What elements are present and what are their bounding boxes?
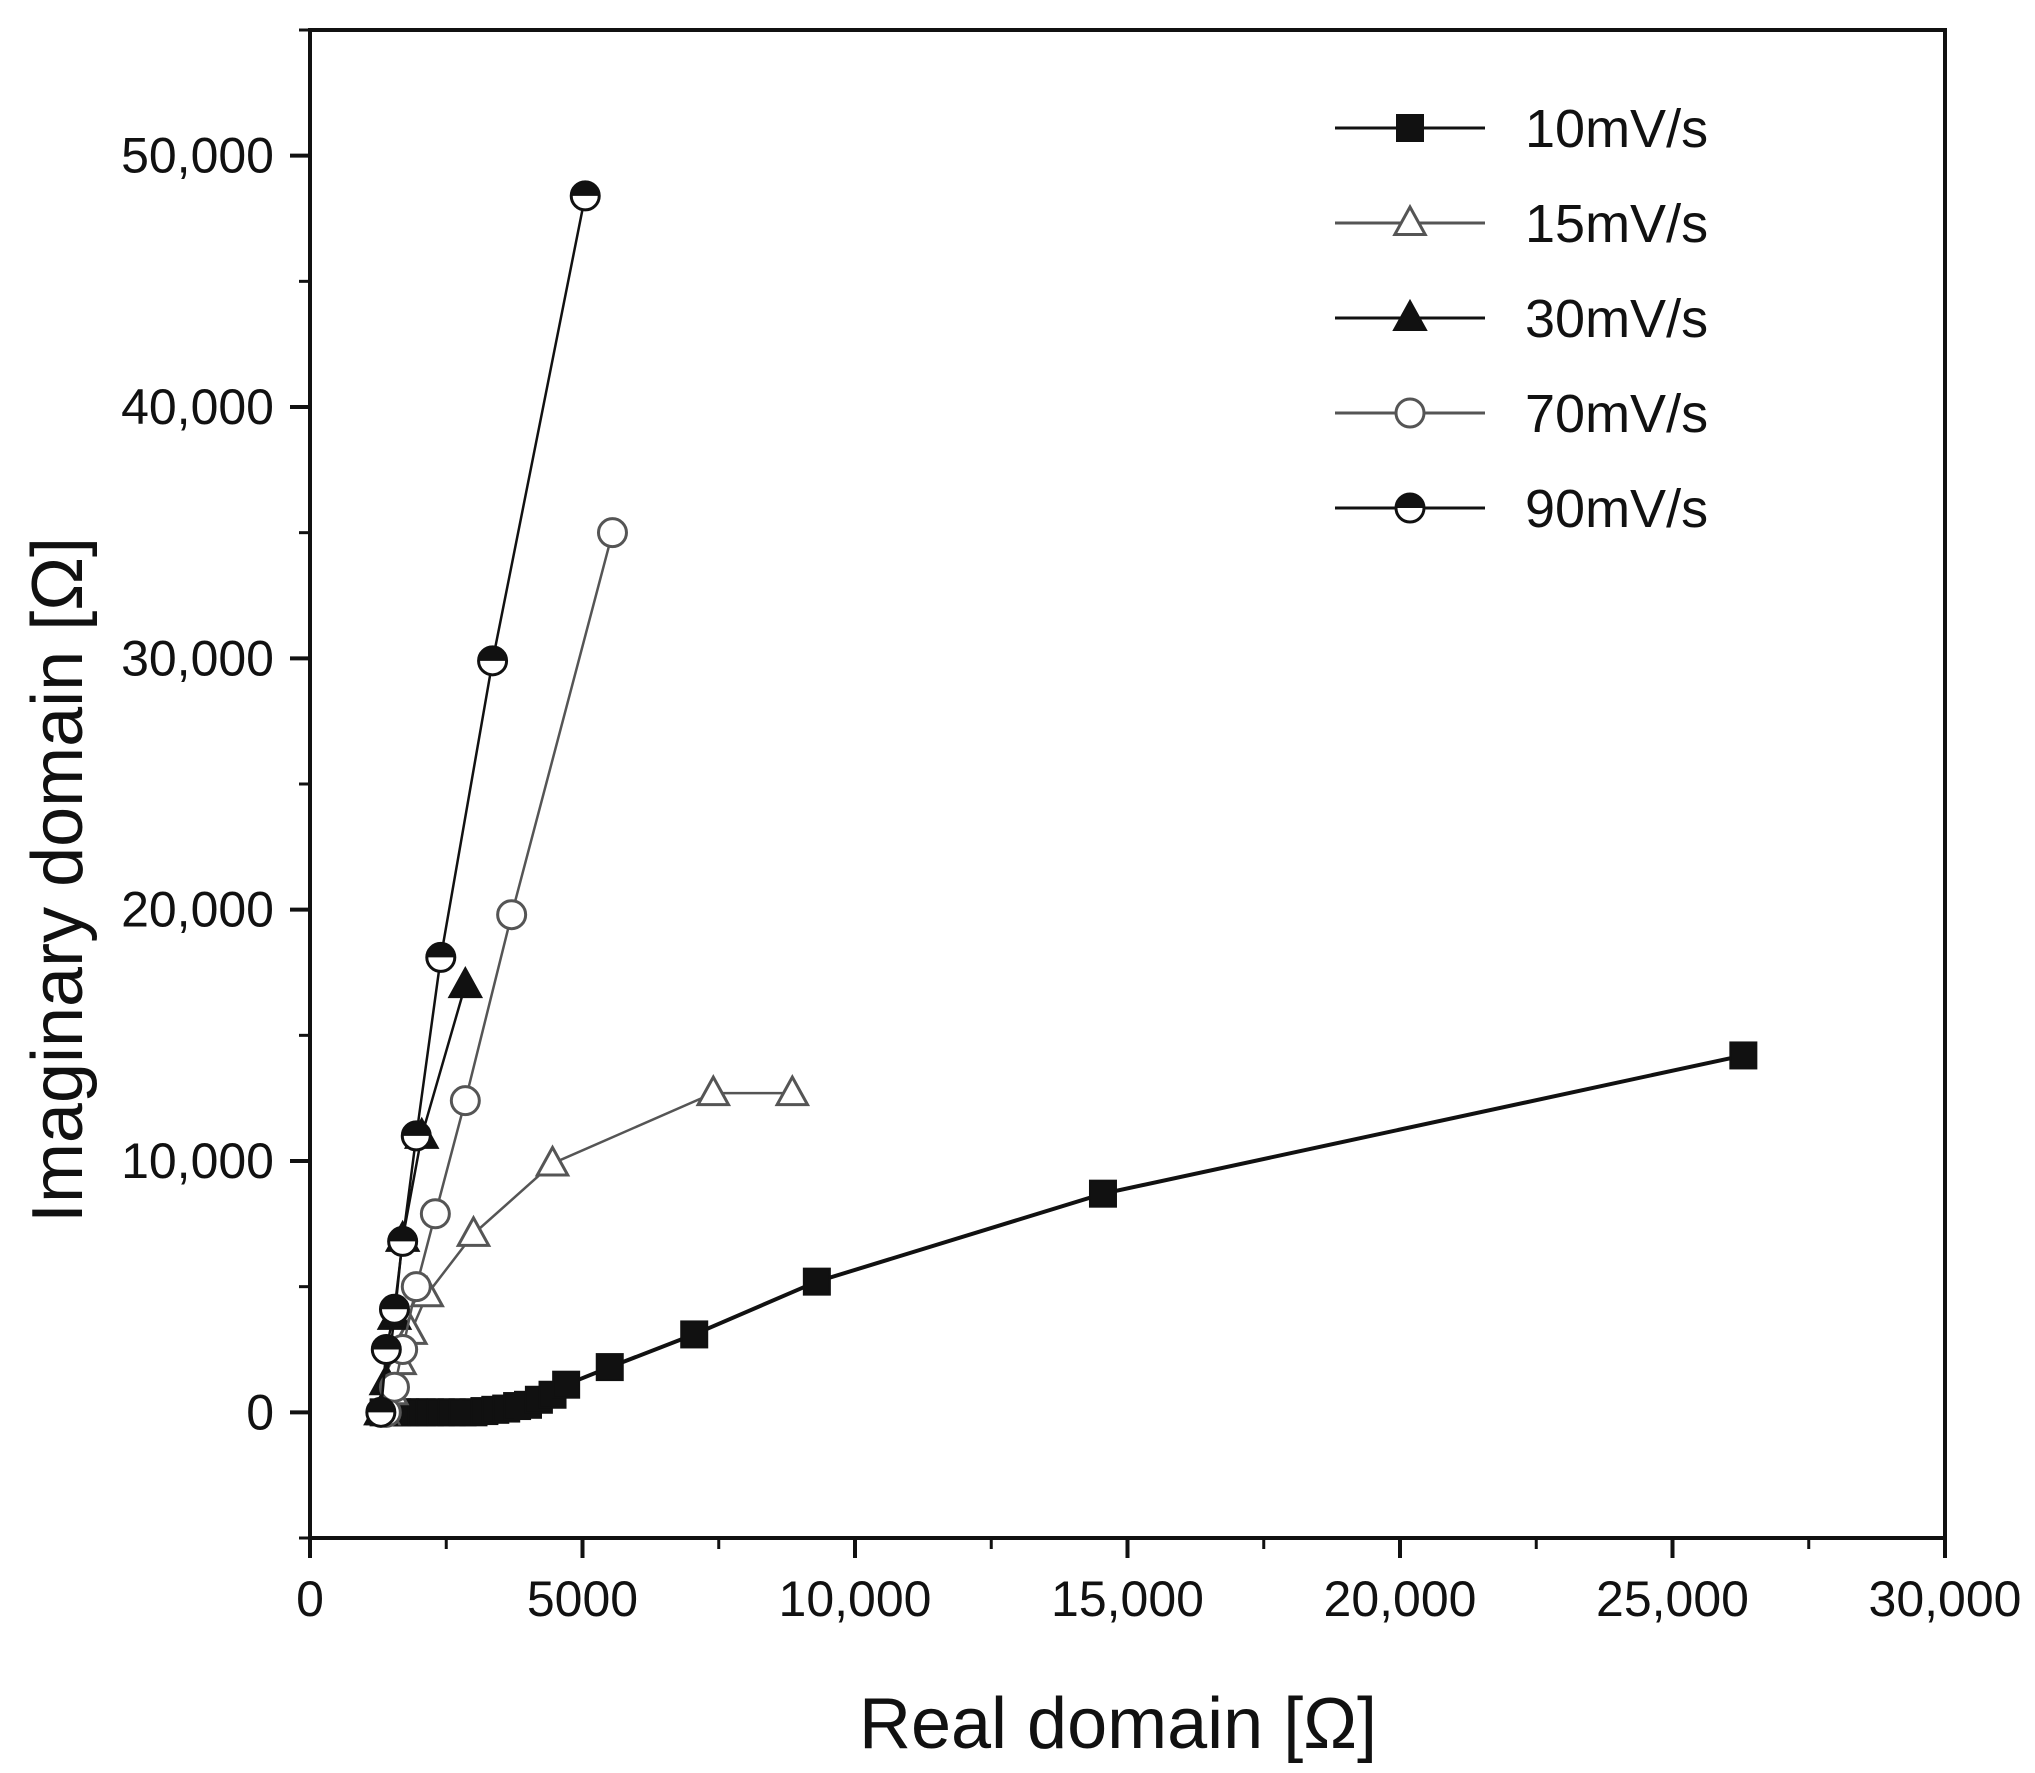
data-point — [1088, 1179, 1117, 1208]
data-point — [419, 1198, 451, 1230]
x-tick-label: 30,000 — [1869, 1571, 2022, 1627]
series-line — [383, 1053, 1744, 1415]
x-tick-label: 0 — [296, 1571, 324, 1627]
x-tick-label: 15,000 — [1051, 1571, 1204, 1627]
legend-label: 70mV/s — [1525, 384, 1708, 444]
x-axis-title: Real domain [Ω] — [859, 1684, 1377, 1764]
marker-top-half — [372, 1335, 401, 1350]
legend-label: 90mV/s — [1525, 479, 1708, 539]
data-point — [400, 1271, 432, 1303]
legend-label: 15mV/s — [1525, 194, 1708, 254]
data-point — [680, 1320, 709, 1349]
legend-label: 30mV/s — [1525, 289, 1708, 349]
y-axis-title: Imaginary domain [Ω] — [18, 537, 98, 1223]
legend-item: 30mV/s — [1335, 289, 1708, 349]
data-point — [774, 1074, 811, 1107]
legend-marker — [1396, 114, 1424, 142]
data-point — [370, 1334, 402, 1365]
data-point — [449, 1085, 481, 1117]
data-point — [400, 1120, 432, 1152]
data-point — [569, 180, 601, 212]
data-point — [387, 1225, 419, 1257]
legend-item: 10mV/s — [1335, 99, 1708, 159]
data-point — [378, 1293, 410, 1325]
x-tick-label: 20,000 — [1324, 1571, 1477, 1627]
marker-top-half — [380, 1295, 409, 1310]
data-point — [534, 1144, 571, 1177]
marker-top-half — [478, 646, 507, 661]
x-tick-label: 10,000 — [779, 1571, 932, 1627]
legend-item: 70mV/s — [1335, 384, 1708, 444]
data-point — [596, 517, 628, 549]
series-layer — [363, 180, 1758, 1428]
marker-top-half — [366, 1398, 395, 1413]
x-tick-label: 25,000 — [1596, 1571, 1749, 1627]
legend-marker — [1394, 397, 1426, 429]
data-point — [477, 645, 509, 677]
y-tick-label: 50,000 — [121, 128, 274, 184]
series-10mV/s — [369, 1041, 1758, 1427]
data-point — [552, 1370, 581, 1399]
data-point — [595, 1353, 624, 1382]
series-70mV/s — [370, 517, 628, 1428]
y-tick-label: 30,000 — [121, 630, 274, 686]
y-tick-label: 0 — [246, 1384, 274, 1440]
y-tick-label: 40,000 — [121, 379, 274, 435]
data-point — [447, 965, 484, 999]
series-line — [382, 1091, 793, 1413]
legend-marker — [1392, 203, 1428, 237]
series-90mV/s — [365, 180, 601, 1428]
marker-top-half — [571, 181, 600, 196]
legend-item: 15mV/s — [1335, 194, 1708, 254]
data-point — [496, 899, 528, 931]
data-point — [802, 1267, 831, 1296]
legend-label: 10mV/s — [1525, 99, 1708, 159]
data-point — [378, 1371, 410, 1403]
marker-top-half — [388, 1227, 417, 1242]
marker-top-half — [426, 943, 455, 958]
data-point — [425, 941, 457, 973]
marker-top-half — [402, 1121, 431, 1136]
x-tick-label: 5000 — [527, 1571, 638, 1627]
plot-frame — [308, 28, 1947, 1540]
legend: 10mV/s 15mV/s 30mV/s 70mV/s 90mV/s — [1335, 99, 1708, 539]
plot-border — [308, 28, 1947, 1540]
data-point — [695, 1074, 732, 1107]
y-tick-label: 10,000 — [121, 1133, 274, 1189]
series-15mV/s — [365, 1074, 811, 1426]
legend-marker — [1394, 492, 1426, 524]
legend-item: 90mV/s — [1335, 479, 1708, 539]
y-axis: 0 10,000 20,000 30,000 40,000 50,000 — [121, 28, 310, 1540]
data-point — [365, 1396, 397, 1428]
data-point — [455, 1214, 492, 1247]
x-axis: 0 5000 10,000 15,000 20,000 25,000 30,000 — [296, 1538, 2021, 1627]
marker-top-half — [1396, 494, 1424, 508]
data-point — [1729, 1041, 1758, 1070]
y-tick-label: 20,000 — [121, 882, 274, 938]
legend-marker — [1392, 298, 1428, 332]
